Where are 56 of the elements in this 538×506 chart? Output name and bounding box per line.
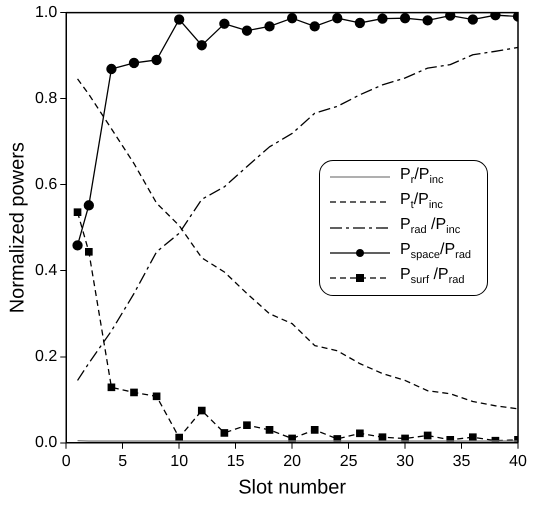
point bbox=[310, 426, 319, 434]
point bbox=[85, 248, 93, 256]
legend-label: P$_{rad}$ /P$_{inc}$ bbox=[400, 215, 460, 238]
point bbox=[243, 421, 251, 429]
point bbox=[198, 406, 206, 414]
point bbox=[310, 21, 320, 32]
point bbox=[196, 40, 207, 50]
point bbox=[72, 240, 83, 250]
point bbox=[354, 18, 366, 28]
y-tick-label: 0.4 bbox=[34, 262, 58, 280]
y-tick-label: 0.0 bbox=[34, 434, 58, 452]
point bbox=[220, 429, 228, 437]
x-tick-label: 5 bbox=[118, 452, 128, 470]
y-tick-label: 0.2 bbox=[34, 348, 58, 366]
point bbox=[108, 383, 116, 392]
point bbox=[264, 21, 275, 32]
point bbox=[445, 12, 456, 21]
point bbox=[152, 392, 160, 400]
legend-label: P$_{surf}$ /P$_{rad}$ bbox=[400, 265, 464, 289]
y-axis-title: Normalized powers bbox=[6, 142, 29, 314]
point bbox=[468, 14, 478, 25]
point bbox=[106, 64, 117, 74]
x-tick-label: 15 bbox=[226, 452, 245, 470]
point bbox=[174, 14, 184, 25]
point bbox=[332, 13, 342, 24]
y-tick-label: 0.8 bbox=[34, 90, 58, 108]
legend-label: P$_{r}$/P$_{inc}$ bbox=[400, 164, 444, 188]
x-axis-title: Slot number bbox=[238, 476, 346, 499]
point bbox=[128, 58, 140, 68]
point bbox=[151, 54, 162, 66]
point bbox=[266, 426, 274, 434]
point bbox=[219, 18, 230, 29]
x-tick-label: 0 bbox=[62, 452, 71, 470]
point bbox=[242, 26, 252, 36]
y-tick-label: 0.6 bbox=[34, 176, 58, 194]
point bbox=[424, 432, 432, 440]
point bbox=[84, 200, 94, 210]
point bbox=[468, 433, 477, 442]
x-tick-label: 25 bbox=[340, 452, 358, 470]
point bbox=[377, 13, 388, 24]
legend-label: P$_{t}$/P$_{inc}$ bbox=[400, 190, 443, 214]
legend-label: P$_{space}$/P$_{rad}$ bbox=[400, 240, 472, 264]
point bbox=[356, 430, 364, 438]
x-tick-label: 30 bbox=[396, 452, 414, 470]
point bbox=[378, 433, 386, 442]
point bbox=[74, 208, 82, 216]
x-tick-label: 35 bbox=[452, 452, 471, 470]
point bbox=[286, 13, 298, 24]
x-tick-label: 40 bbox=[509, 452, 527, 470]
x-tick-label: 20 bbox=[283, 452, 302, 470]
point bbox=[130, 388, 138, 396]
point bbox=[422, 15, 433, 26]
point bbox=[400, 13, 410, 24]
x-tick-label: 10 bbox=[170, 452, 188, 470]
point bbox=[490, 12, 501, 20]
y-tick-label: 1.0 bbox=[34, 4, 58, 22]
